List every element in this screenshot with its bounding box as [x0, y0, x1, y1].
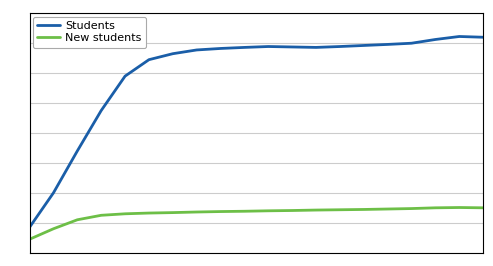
- New students: [337, 208, 343, 211]
- Students: [122, 74, 128, 78]
- Line: Students: Students: [30, 36, 483, 227]
- Students: [194, 48, 200, 52]
- Students: [27, 226, 33, 229]
- Students: [265, 45, 271, 48]
- Students: [432, 38, 438, 41]
- New students: [217, 210, 223, 213]
- New students: [361, 208, 367, 211]
- New students: [385, 207, 390, 211]
- Students: [480, 36, 486, 39]
- Students: [242, 46, 247, 49]
- Legend: Students, New students: Students, New students: [33, 17, 146, 48]
- New students: [170, 211, 176, 214]
- New students: [242, 210, 247, 213]
- Students: [74, 149, 80, 152]
- New students: [27, 238, 33, 241]
- Students: [146, 58, 152, 61]
- New students: [265, 209, 271, 212]
- Students: [289, 45, 295, 49]
- New students: [74, 218, 80, 221]
- New students: [457, 206, 462, 209]
- Line: New students: New students: [30, 207, 483, 239]
- Students: [409, 41, 415, 45]
- New students: [289, 209, 295, 212]
- Students: [385, 43, 390, 46]
- Students: [50, 191, 56, 194]
- Students: [170, 52, 176, 55]
- New students: [409, 207, 415, 210]
- New students: [122, 212, 128, 215]
- New students: [313, 209, 319, 212]
- Students: [217, 47, 223, 50]
- Students: [313, 46, 319, 49]
- Students: [98, 109, 104, 112]
- New students: [146, 211, 152, 215]
- New students: [50, 227, 56, 230]
- New students: [480, 206, 486, 209]
- Students: [361, 44, 367, 47]
- New students: [432, 206, 438, 209]
- Students: [457, 35, 462, 38]
- New students: [194, 210, 200, 214]
- Students: [337, 45, 343, 48]
- New students: [98, 214, 104, 217]
